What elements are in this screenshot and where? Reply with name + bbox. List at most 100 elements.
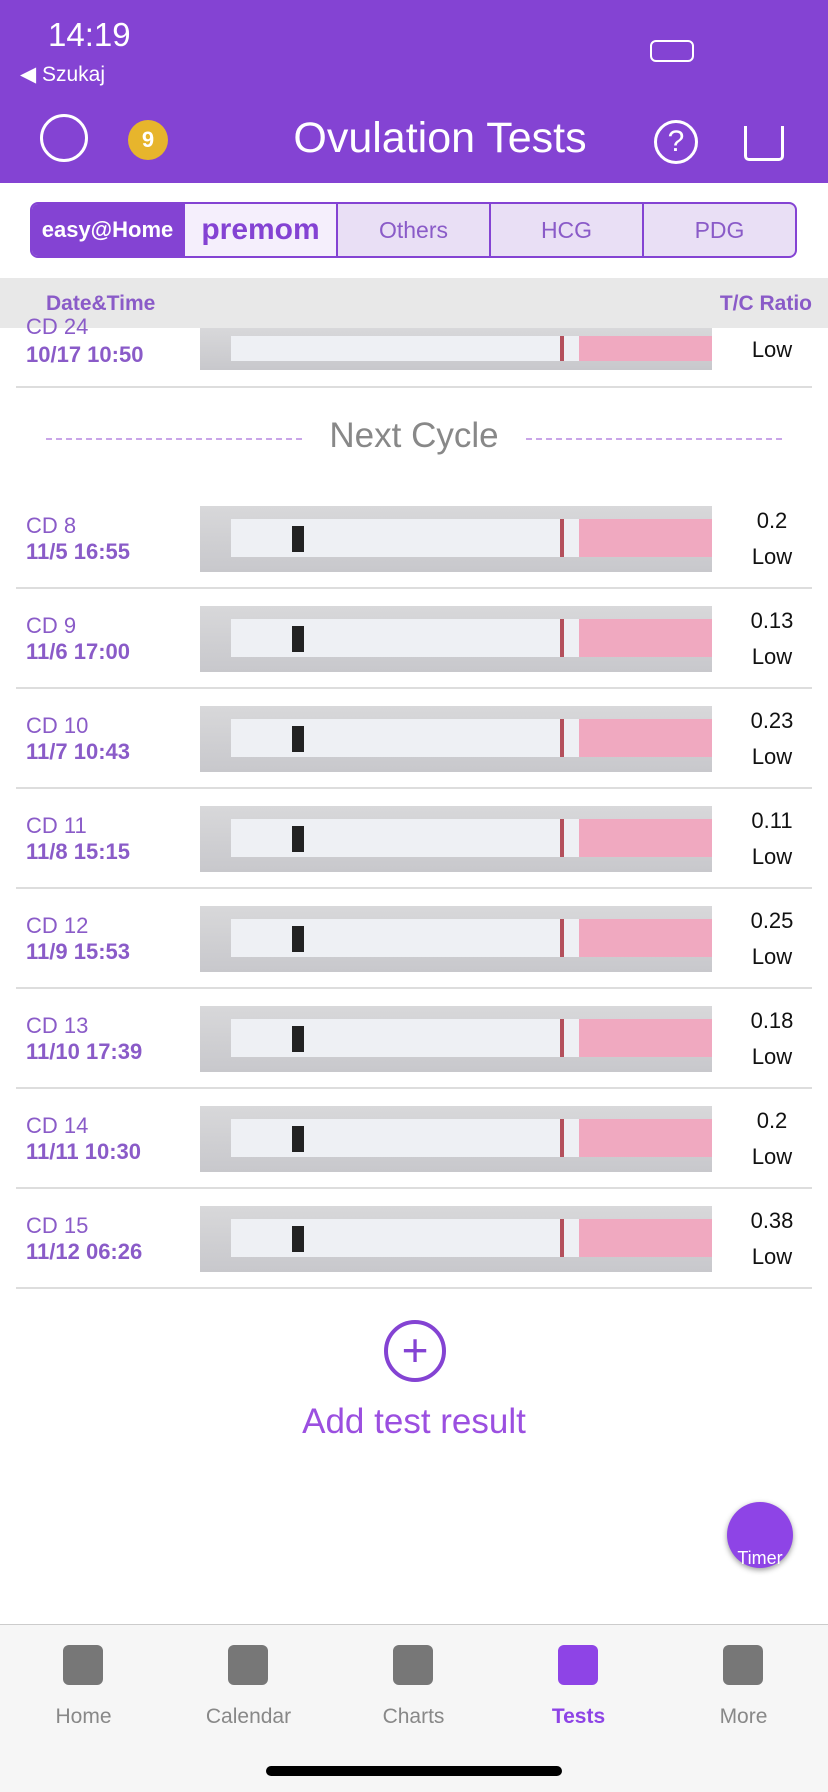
level: Low [751,544,793,569]
date-time: 11/10 17:39 [26,1039,143,1064]
add-test-button[interactable]: Add test result [302,1402,526,1441]
tc-ratio: 0.38 [750,1208,794,1233]
date-time: 10/17 10:50 [26,342,144,367]
tc-ratio: 0.2 [756,1108,788,1133]
tab-bar: Home Calendar Charts Tests More [0,1624,828,1792]
test-row[interactable]: CD 12 11/9 15:53 0.25 Low [16,889,812,989]
strip-part [559,1219,564,1258]
tab-item[interactable]: More [719,1705,768,1728]
level: Low [751,644,793,669]
strip-part [578,619,712,658]
test-strip [200,506,712,572]
share-button[interactable] [744,126,784,161]
strip-part [578,819,712,858]
tab-item[interactable]: Home [55,1705,112,1728]
ratio-column: T/C Ratio [719,292,812,315]
date-time: 11/12 06:26 [26,1239,143,1264]
strip-part [559,1119,564,1158]
tab-item[interactable]: Calendar [205,1705,292,1728]
tc-ratio: 0.23 [750,708,794,733]
test-row[interactable]: CD 9 11/6 17:00 0.13 Low [16,589,812,689]
test-row[interactable]: CD 14 11/11 10:30 0.2 Low [16,1089,812,1189]
test-row[interactable]: CD 11 11/8 15:15 0.11 Low [16,789,812,889]
brand-tab[interactable]: premom [183,204,336,256]
strip-part [578,1019,712,1058]
home-indicator [266,1766,562,1776]
brand-tab[interactable]: PDG [642,204,795,256]
level: Low [751,944,793,969]
help-button[interactable]: ? [654,120,698,164]
cycle-day: CD 11 [26,813,87,838]
test-strip [200,706,712,772]
add-icon[interactable]: + [384,1320,446,1382]
cycle-day: CD 12 [26,913,89,938]
date-time: 11/9 15:53 [26,939,130,964]
date-time: 11/5 16:55 [26,539,130,564]
brand-tabs: easy@Home premom Others HCG PDG [30,202,797,258]
strip-part [578,719,712,758]
profile-button[interactable] [40,114,88,162]
strip-part [578,519,712,558]
strip-part [578,1119,712,1158]
timer-button[interactable]: Timer [727,1502,793,1568]
tc-ratio: 0.25 [750,908,794,933]
strip-part [292,1225,305,1253]
tab-icon [393,1645,433,1685]
strip-part [292,625,305,653]
brand-tab[interactable]: Others [336,204,489,256]
strip-part [559,1019,564,1058]
tc-ratio: 0.11 [751,808,793,833]
tab-item[interactable]: Tests [551,1705,606,1728]
strip-part [559,619,564,658]
cycle-day: CD 9 [26,613,77,638]
test-row[interactable]: CD 15 11/12 06:26 0.38 Low [16,1189,812,1289]
tab-item[interactable]: Charts [382,1705,445,1728]
strip-part [292,1025,305,1053]
date-column: Date&Time [46,292,156,315]
test-row[interactable]: CD 10 11/7 10:43 0.23 Low [16,689,812,789]
tab-icon [228,1645,268,1685]
test-strip [200,906,712,972]
level: Low [751,1044,793,1069]
strip-part [292,925,305,953]
level-badge[interactable]: 9 [128,120,168,160]
partial-row[interactable]: CD 24 10/17 10:50 Low [16,314,812,388]
strip-part [292,825,305,853]
divider [526,438,782,440]
test-strip [200,1106,712,1172]
column-header: Date&Time T/C Ratio [0,278,828,328]
test-strip [200,1006,712,1072]
tab-icon [63,1645,103,1685]
brand-tab[interactable]: HCG [489,204,642,256]
next-cycle-label: Next Cycle [329,416,499,455]
strip-part [292,725,305,753]
strip-part [559,819,564,858]
cycle-day: CD 14 [26,1113,89,1138]
date-time: 11/8 15:15 [26,839,130,864]
test-row[interactable]: CD 8 11/5 16:55 0.2 Low [16,489,812,589]
tc-ratio: 0.2 [756,508,788,533]
level: Low [751,337,793,362]
cycle-day: CD 8 [26,513,77,538]
battery [650,40,694,62]
header: 14:19 ◀ Szukaj 9 Ovulation Tests ? [0,0,828,183]
tab-icon [558,1645,598,1685]
divider [46,438,302,440]
level: Low [751,1144,793,1169]
strip-part [559,919,564,958]
level: Low [751,1244,793,1269]
test-strip [200,606,712,672]
page-title: Ovulation Tests [293,114,587,162]
strip-part [559,519,564,558]
date-time: 11/7 10:43 [26,739,130,764]
cycle-day: CD 10 [26,713,89,738]
date-time: 11/11 10:30 [26,1139,142,1164]
test-row[interactable]: CD 13 11/10 17:39 0.18 Low [16,989,812,1089]
back-link[interactable]: ◀ Szukaj [20,63,106,86]
strip-part [578,919,712,958]
cycle-day: CD 24 [26,314,89,339]
brand-tab[interactable]: easy@Home [32,204,183,256]
tab-icon [723,1645,763,1685]
strip-part [292,1125,305,1153]
cycle-day: CD 15 [26,1213,89,1238]
